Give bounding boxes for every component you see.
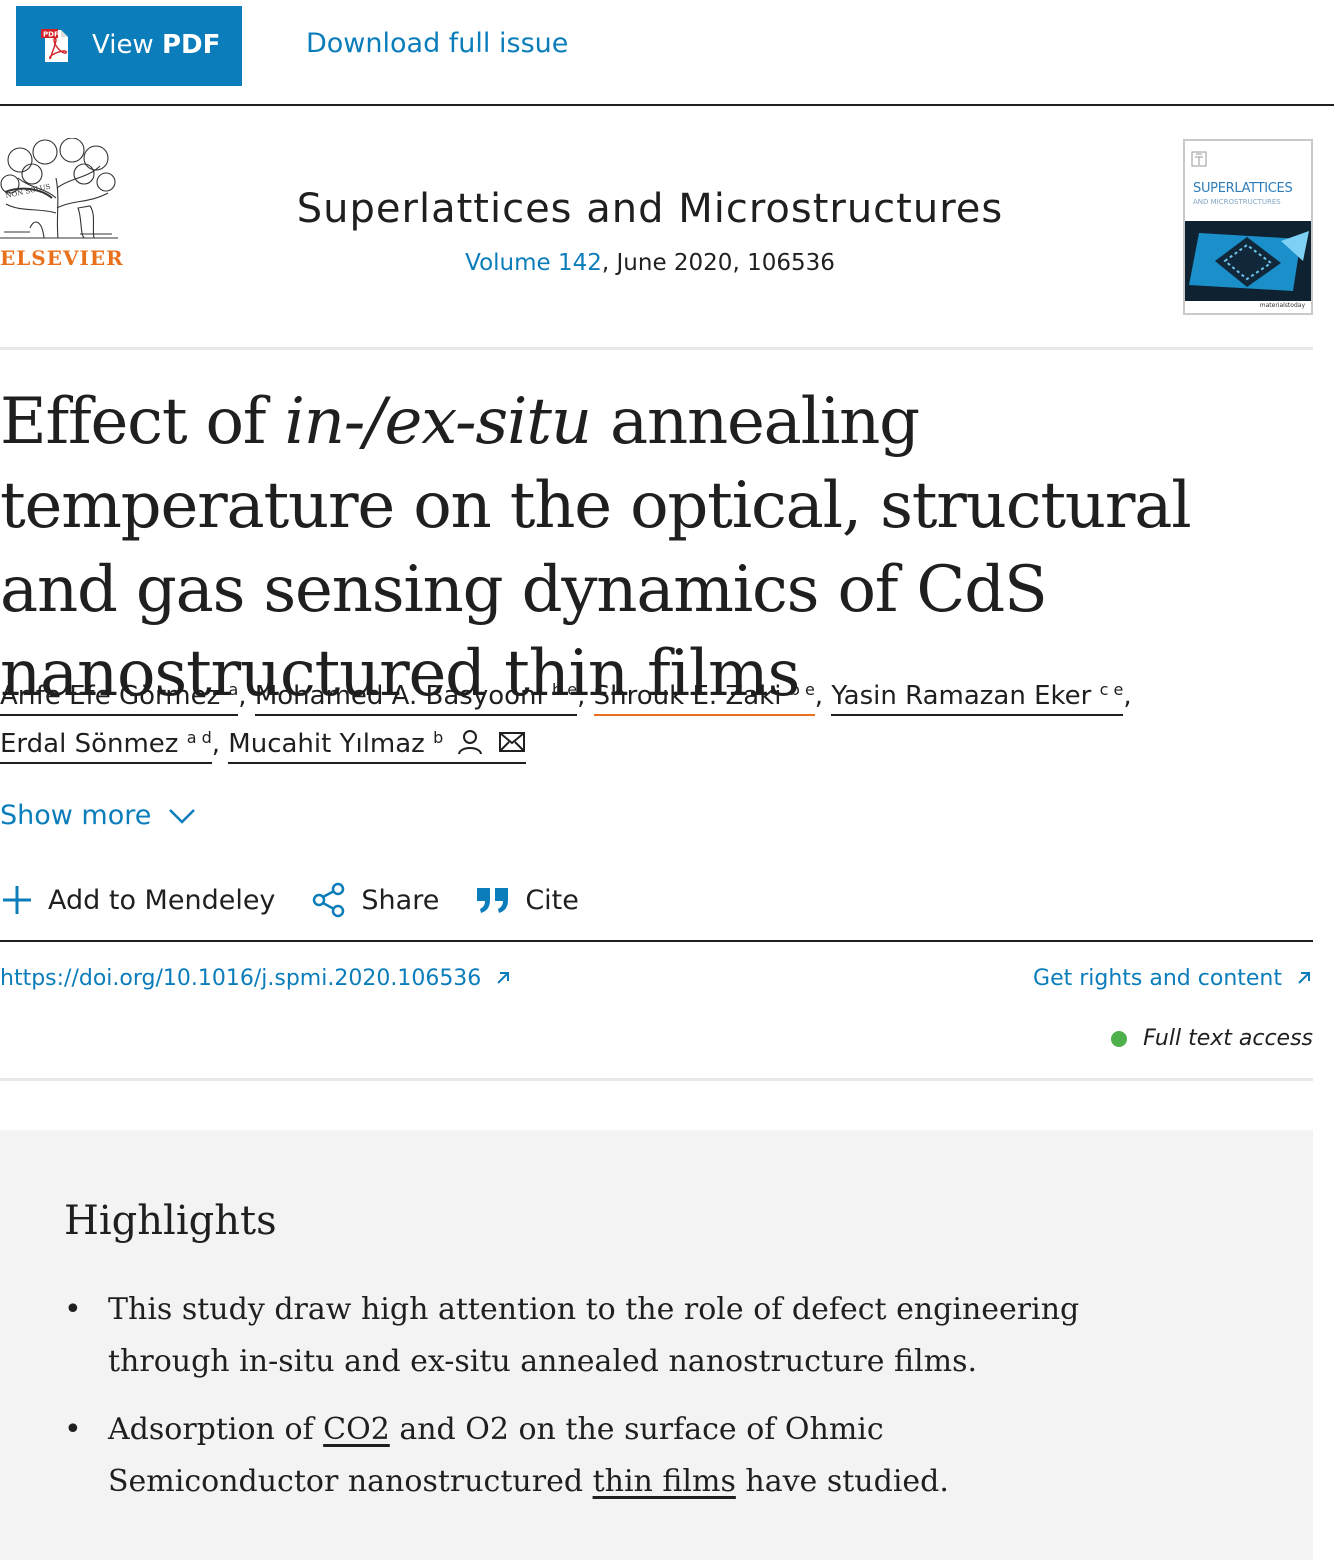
pdf-icon: PDF <box>41 29 68 62</box>
show-more-button[interactable]: Show more <box>0 800 197 831</box>
cover-footer: materialstoday <box>1259 302 1305 309</box>
external-link-arrow-icon <box>497 972 510 984</box>
svg-text:PDF: PDF <box>43 31 59 39</box>
journal-cover-thumbnail[interactable]: SUPERLATTICES AND MICROSTRUCTURES materi… <box>1183 139 1313 315</box>
person-icon <box>457 730 482 755</box>
journal-title[interactable]: Superlattices and Microstructures <box>296 186 1004 232</box>
author-link[interactable]: Arife Efe Görmez a <box>0 678 239 716</box>
author-link[interactable]: Erdal Sönmez a d <box>0 726 212 764</box>
cite-button[interactable]: Cite <box>475 885 579 916</box>
author-list: Arife Efe Görmez a, Mohamed A. Basyooni … <box>0 672 1320 768</box>
topic-link[interactable]: thin films <box>592 1464 736 1499</box>
article-title: Effect of in-/ex-situ annealing temperat… <box>0 385 1192 711</box>
cover-publisher-icon <box>1191 151 1207 167</box>
highlights-list: • This study draw high attention to the r… <box>64 1284 1104 1524</box>
author-link[interactable]: Yasin Ramazan Eker c e <box>831 678 1124 716</box>
access-dot-icon <box>1111 1030 1128 1047</box>
author-link[interactable]: Shrouk E. Zaki b e <box>593 678 815 716</box>
divider <box>0 1078 1313 1081</box>
list-item: • This study draw high attention to the r… <box>64 1292 1080 1379</box>
plus-icon <box>3 886 31 914</box>
list-item: • Adsorption of CO2 and O2 on the surface… <box>64 1412 949 1499</box>
divider <box>0 347 1313 350</box>
quote-icon <box>477 888 509 913</box>
doi-link[interactable]: https://doi.org/10.1016/j.spmi.2020.1065… <box>0 966 512 991</box>
cover-subtitle: AND MICROSTRUCTURES <box>1193 198 1281 206</box>
topic-link[interactable]: CO2 <box>323 1412 390 1447</box>
author-link[interactable]: Mohamed A. Basyooni b e <box>254 678 578 716</box>
elsevier-tree-logo: NON SOLUS <box>0 138 118 239</box>
view-pdf-label: View PDF <box>92 30 221 60</box>
download-full-issue-link[interactable]: Download full issue <box>306 28 569 59</box>
cover-title: SUPERLATTICES <box>1193 181 1293 196</box>
add-to-mendeley-button[interactable]: Add to Mendeley <box>0 883 275 917</box>
author-link[interactable]: Mucahit Yılmaz b <box>228 726 526 764</box>
journal-issue-info: Volume 142, June 2020, 106536 <box>0 250 1300 276</box>
volume-link[interactable]: Volume 142 <box>465 250 602 276</box>
share-icon <box>313 882 345 918</box>
highlights-section: Highlights • This study draw high attenti… <box>0 1130 1313 1560</box>
divider <box>0 940 1313 942</box>
get-rights-link[interactable]: Get rights and content <box>1033 966 1313 991</box>
article-actions: Add to Mendeley Share Cite <box>0 878 615 922</box>
cover-artwork <box>1185 221 1311 301</box>
highlights-heading: Highlights <box>64 1198 277 1244</box>
external-link-arrow-icon <box>1298 972 1310 984</box>
envelope-icon <box>498 732 525 752</box>
share-button[interactable]: Share <box>311 882 439 918</box>
publisher-name: ELSEVIER <box>0 246 124 270</box>
access-status: Full text access <box>1111 1026 1313 1051</box>
issue-date-pages: , June 2020, 106536 <box>601 250 835 276</box>
top-toolbar: PDF View PDF Download full issue <box>0 0 1334 106</box>
view-pdf-button[interactable]: PDF View PDF <box>16 6 242 86</box>
chevron-down-icon <box>169 808 196 824</box>
